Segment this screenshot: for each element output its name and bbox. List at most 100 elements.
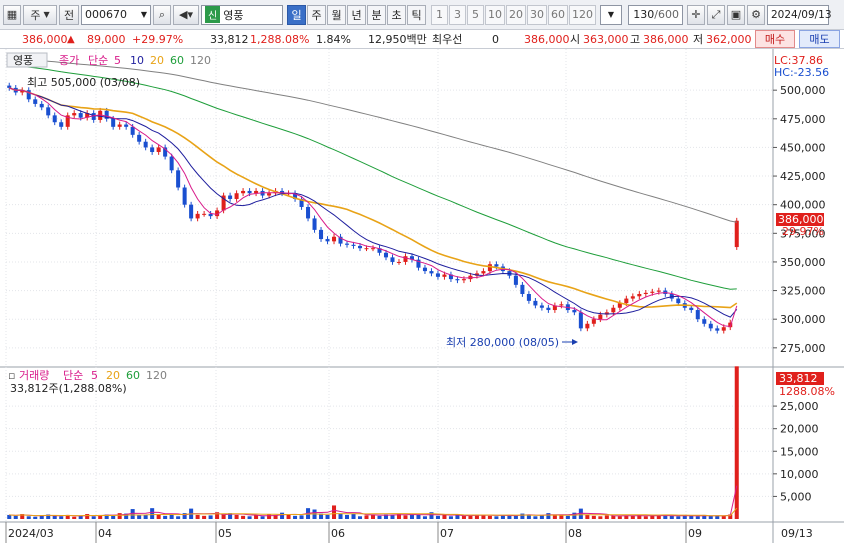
volume-bar bbox=[663, 514, 668, 519]
price-legend-box[interactable] bbox=[6, 52, 48, 68]
volume-bar bbox=[591, 515, 596, 519]
month-label: 08 bbox=[568, 527, 582, 540]
volume-bar bbox=[403, 515, 408, 519]
crosshair-icon[interactable]: ✛ bbox=[687, 4, 705, 25]
candle-body bbox=[409, 256, 414, 260]
period-tab-0[interactable]: 일 bbox=[287, 4, 306, 25]
low-label: 저 bbox=[693, 33, 704, 46]
price-tick-label: 350,000 bbox=[780, 256, 826, 269]
interval-button-3[interactable]: 3 bbox=[449, 4, 466, 25]
volume-bar bbox=[345, 514, 350, 519]
candle-body bbox=[332, 236, 337, 242]
stock-name-field[interactable]: 신 영풍 bbox=[201, 4, 283, 25]
ma5-line bbox=[9, 87, 738, 328]
candle-body bbox=[280, 190, 285, 194]
count-total: /600 bbox=[654, 8, 679, 21]
lc-value: LC:37.86 bbox=[774, 54, 823, 67]
interval-button-10[interactable]: 10 bbox=[485, 4, 505, 25]
candle-body bbox=[228, 195, 233, 199]
candle-body bbox=[591, 319, 596, 324]
volume-bar bbox=[65, 514, 70, 519]
save-icon[interactable]: ▣ bbox=[727, 4, 745, 25]
ma60-line bbox=[9, 64, 737, 290]
stock-code-input[interactable]: 000670 ▼ bbox=[81, 4, 151, 25]
volume-tick-label: 10,000 bbox=[780, 468, 819, 481]
type-select[interactable]: 전 bbox=[59, 4, 79, 25]
candle-body bbox=[481, 271, 486, 274]
candle-body bbox=[357, 245, 363, 249]
volume-bar bbox=[338, 514, 343, 519]
candle-body bbox=[403, 256, 408, 262]
interval-stepper[interactable]: ▼ bbox=[600, 4, 622, 25]
candle-body bbox=[26, 90, 31, 100]
volume-bar bbox=[351, 513, 356, 519]
candle-body bbox=[520, 284, 525, 295]
interval-button-120[interactable]: 120 bbox=[569, 4, 596, 25]
current-price-label: 386,000 bbox=[778, 213, 824, 226]
candle-body bbox=[650, 291, 655, 293]
candle-body bbox=[721, 327, 726, 331]
candle-body bbox=[345, 243, 350, 245]
volume-bar bbox=[656, 515, 661, 519]
interval-button-5[interactable]: 5 bbox=[467, 4, 484, 25]
volume-bar bbox=[546, 513, 551, 519]
interval-button-30[interactable]: 30 bbox=[527, 4, 547, 25]
price-tick-label: 300,000 bbox=[780, 313, 826, 326]
candle-body bbox=[539, 305, 544, 308]
volume-bar bbox=[487, 515, 492, 519]
high-label: 고 bbox=[630, 33, 641, 46]
volume-legend-name: 거래량 bbox=[19, 369, 49, 382]
candle-body bbox=[215, 210, 220, 217]
x-axis-right-label: 09/13 bbox=[781, 527, 813, 540]
volume-bar bbox=[422, 516, 427, 519]
volume-bar bbox=[708, 515, 713, 519]
price-chart[interactable]: 500,000 475,000 450,000 425,000 400,000 375,0… bbox=[0, 49, 844, 543]
buy-button[interactable]: 매수 bbox=[755, 30, 795, 48]
candle-body bbox=[176, 170, 181, 188]
trend-icon[interactable]: ⤢ bbox=[707, 4, 725, 25]
layout-icon[interactable]: ▦ bbox=[3, 4, 21, 25]
speaker-icon[interactable]: ◀▾ bbox=[173, 4, 199, 25]
price-legend-ma120: 120 bbox=[190, 54, 211, 67]
open-label: 시 bbox=[570, 33, 581, 46]
price-change: 89,000 bbox=[87, 32, 126, 46]
volume-bar bbox=[150, 508, 155, 519]
date-input[interactable]: 2024/09/13 bbox=[767, 4, 832, 25]
period-tab-4[interactable]: 분 bbox=[367, 4, 386, 25]
priority-label: 최우선 bbox=[432, 33, 463, 46]
chevron-down-icon[interactable]: ▼ bbox=[140, 10, 147, 19]
candle-body bbox=[299, 198, 304, 207]
sell-button[interactable]: 매도 bbox=[799, 30, 840, 48]
volume-bar bbox=[669, 515, 674, 519]
period-tab-5[interactable]: 초 bbox=[387, 4, 406, 25]
volume-bar bbox=[695, 516, 700, 519]
volume-bar bbox=[494, 516, 499, 519]
volume-bar bbox=[26, 516, 31, 519]
volume-bar bbox=[539, 515, 544, 519]
price-tick-label: 325,000 bbox=[780, 285, 826, 298]
candle-body bbox=[208, 213, 213, 217]
price-legend-ma20: 20 bbox=[150, 54, 164, 67]
count-input[interactable]: 130 /600 bbox=[628, 4, 683, 25]
current-volume-pct: 1288.08% bbox=[779, 385, 835, 398]
volume-bar bbox=[507, 514, 512, 519]
low-note: 최저 280,000 (08/05) bbox=[446, 336, 559, 349]
volume-bar bbox=[91, 516, 96, 519]
market-select[interactable]: 주 ▼ bbox=[23, 4, 57, 25]
volume-bar bbox=[286, 514, 291, 519]
interval-button-20[interactable]: 20 bbox=[506, 4, 526, 25]
interval-button-60[interactable]: 60 bbox=[548, 4, 568, 25]
candle-body bbox=[546, 307, 551, 311]
period-tab-6[interactable]: 틱 bbox=[407, 4, 426, 25]
period-tab-1[interactable]: 주 bbox=[307, 4, 326, 25]
period-tab-3[interactable]: 년 bbox=[347, 4, 366, 25]
candle-body bbox=[474, 273, 479, 276]
current-volume-label: 33,812 bbox=[779, 372, 818, 385]
price-tick-label: 375,000 bbox=[780, 227, 826, 240]
gear-icon[interactable]: ⚙ bbox=[747, 4, 765, 25]
search-icon[interactable]: ⌕ bbox=[153, 4, 171, 25]
interval-button-1[interactable]: 1 bbox=[431, 4, 448, 25]
price-tick-label: 450,000 bbox=[780, 141, 826, 154]
period-tab-2[interactable]: 월 bbox=[327, 4, 346, 25]
volume-bar bbox=[585, 514, 590, 519]
